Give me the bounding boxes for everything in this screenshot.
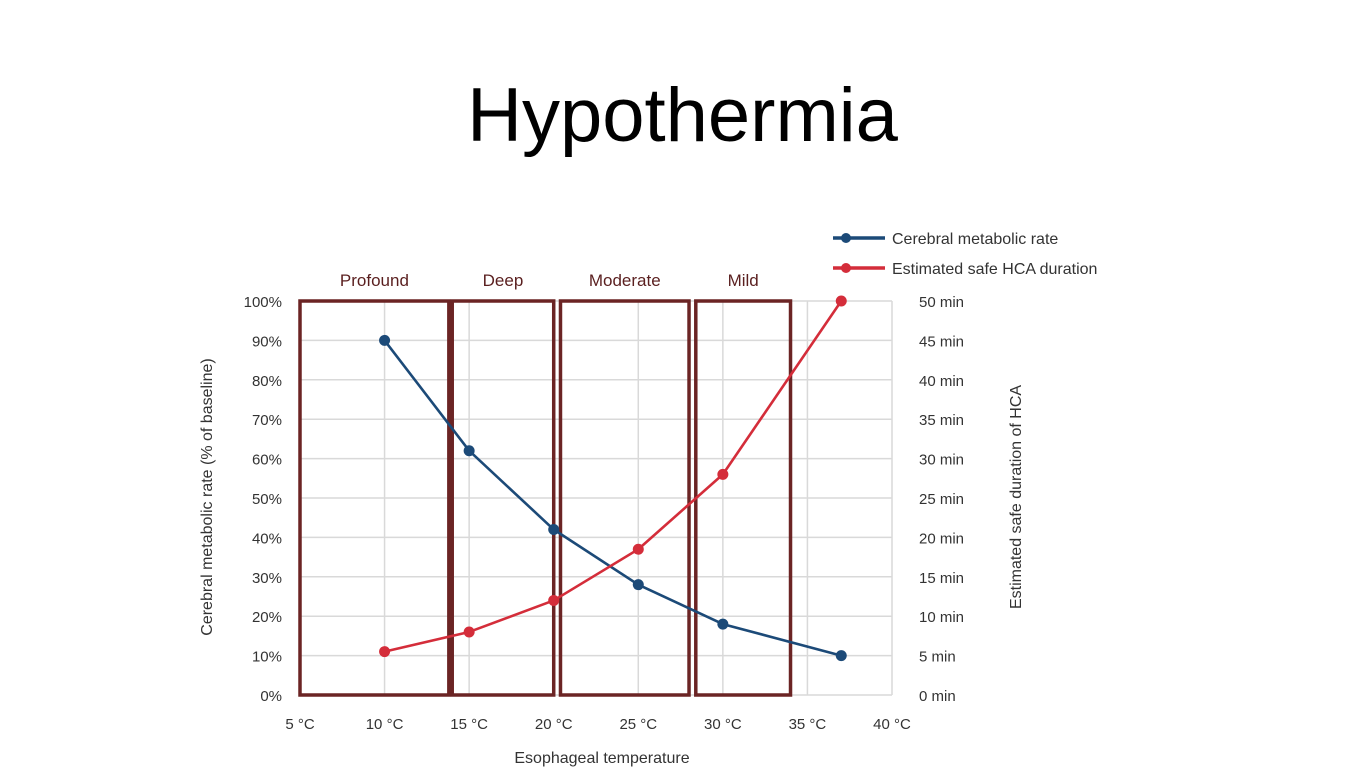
- y-right-tick-label: 5 min: [919, 649, 956, 666]
- y-right-tick-label: 45 min: [919, 333, 964, 350]
- data-point-estimated-safe-hca-duration: [463, 626, 475, 638]
- x-tick-label: 20 °C: [535, 716, 573, 733]
- zone-box-profound: [298, 299, 451, 697]
- y-right-tick-label: 10 min: [919, 609, 964, 626]
- y-axis-left-label: Cerebral metabolic rate (% of baseline): [199, 358, 216, 635]
- data-point-estimated-safe-hca-duration: [835, 295, 847, 307]
- y-left-tick-label: 10%: [252, 649, 282, 666]
- y-right-tick-label: 35 min: [919, 412, 964, 429]
- legend-label-cerebral-metabolic-rate: Cerebral metabolic rate: [892, 231, 1058, 248]
- data-point-estimated-safe-hca-duration: [548, 594, 560, 606]
- x-tick-label: 5 °C: [285, 716, 315, 733]
- x-tick-label: 35 °C: [789, 716, 827, 733]
- data-point-cerebral-metabolic-rate: [548, 524, 560, 536]
- chart-ticks: 5 °C 10 °C 15 °C 20 °C 25 °C 30 °C 35 °C 40 °C 0…: [244, 294, 964, 733]
- chart-zones: Profound Deep Moderate Mild: [298, 271, 793, 697]
- data-point-cerebral-metabolic-rate: [717, 618, 729, 630]
- x-tick-label: 25 °C: [619, 716, 657, 733]
- y-left-tick-label: 20%: [252, 609, 282, 626]
- y-left-tick-label: 90%: [252, 333, 282, 350]
- x-tick-label: 30 °C: [704, 716, 742, 733]
- data-point-estimated-safe-hca-duration: [379, 646, 391, 658]
- zone-label-profound: Profound: [340, 271, 409, 290]
- zone-label-mild: Mild: [728, 271, 759, 290]
- x-tick-label: 10 °C: [366, 716, 404, 733]
- data-point-cerebral-metabolic-rate: [463, 445, 475, 457]
- legend-marker-estimated-safe-hca-duration: [841, 263, 851, 273]
- x-tick-label: 40 °C: [873, 716, 911, 733]
- data-point-estimated-safe-hca-duration: [717, 468, 729, 480]
- y-left-tick-label: 80%: [252, 373, 282, 390]
- y-left-tick-label: 50%: [252, 491, 282, 508]
- y-right-tick-label: 50 min: [919, 294, 964, 311]
- series-line-estimated-safe-hca-duration: [384, 300, 843, 653]
- y-left-tick-label: 70%: [252, 412, 282, 429]
- x-axis-label: Esophageal temperature: [514, 750, 689, 767]
- y-right-tick-label: 30 min: [919, 452, 964, 469]
- y-right-tick-label: 25 min: [919, 491, 964, 508]
- y-axis-right-label: Estimated safe duration of HCA: [1008, 385, 1025, 609]
- chart-legend: Cerebral metabolic rate Estimated safe HC…: [833, 231, 1097, 278]
- zone-label-deep: Deep: [483, 271, 524, 290]
- data-point-cerebral-metabolic-rate: [379, 334, 391, 346]
- x-tick-label: 15 °C: [450, 716, 488, 733]
- chart-grid: [299, 300, 893, 696]
- zone-box-deep: [450, 299, 556, 697]
- y-left-tick-label: 100%: [244, 294, 282, 311]
- legend-label-estimated-safe-hca-duration: Estimated safe HCA duration: [892, 261, 1097, 278]
- y-left-tick-label: 30%: [252, 570, 282, 587]
- data-point-estimated-safe-hca-duration: [632, 543, 644, 555]
- y-left-tick-label: 40%: [252, 530, 282, 547]
- series-line-cerebral-metabolic-rate: [383, 339, 842, 657]
- zone-box-moderate: [558, 299, 691, 697]
- chart-series: [379, 295, 847, 662]
- y-right-tick-label: 15 min: [919, 570, 964, 587]
- data-point-cerebral-metabolic-rate: [835, 650, 847, 662]
- legend-marker-cerebral-metabolic-rate: [841, 233, 851, 243]
- y-right-tick-label: 0 min: [919, 688, 956, 705]
- y-right-tick-label: 40 min: [919, 373, 964, 390]
- y-right-tick-label: 20 min: [919, 530, 964, 547]
- y-left-tick-label: 60%: [252, 452, 282, 469]
- data-point-cerebral-metabolic-rate: [632, 579, 644, 591]
- y-left-tick-label: 0%: [260, 688, 282, 705]
- slide-title: Hypothermia: [467, 73, 898, 158]
- zone-label-moderate: Moderate: [589, 271, 661, 290]
